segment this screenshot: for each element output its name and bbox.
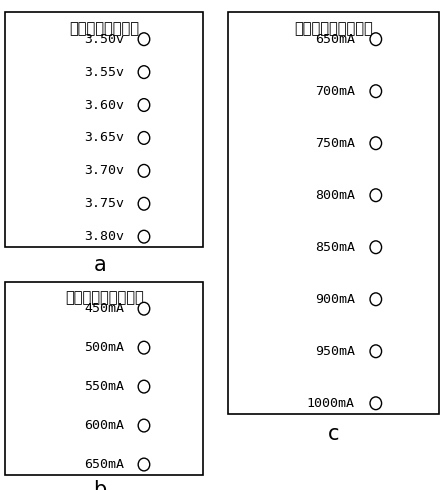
Circle shape: [138, 98, 150, 111]
Text: 700mA: 700mA: [315, 85, 355, 98]
Circle shape: [370, 241, 382, 254]
Circle shape: [138, 66, 150, 78]
Text: 3.80v: 3.80v: [84, 230, 124, 243]
Text: 750mA: 750mA: [315, 137, 355, 150]
Text: 3.60v: 3.60v: [84, 98, 124, 112]
Bar: [5, 282, 203, 475]
Text: 3.55v: 3.55v: [84, 66, 124, 78]
Circle shape: [138, 419, 150, 432]
Text: 1000mA: 1000mA: [307, 397, 355, 410]
Text: 950mA: 950mA: [315, 345, 355, 358]
Circle shape: [370, 85, 382, 98]
Circle shape: [370, 189, 382, 201]
Text: 600mA: 600mA: [84, 419, 124, 432]
Text: 850mA: 850mA: [315, 241, 355, 254]
Circle shape: [138, 341, 150, 354]
Circle shape: [138, 380, 150, 393]
Text: 3.50v: 3.50v: [84, 33, 124, 46]
Circle shape: [138, 165, 150, 177]
Circle shape: [138, 33, 150, 46]
Circle shape: [370, 397, 382, 410]
Text: 预设置保护电压值: 预设置保护电压值: [69, 21, 139, 36]
Text: 预设值大充电电流值: 预设值大充电电流值: [294, 21, 373, 36]
Text: 450mA: 450mA: [84, 302, 124, 315]
Circle shape: [138, 458, 150, 471]
Bar: [5, 12, 203, 247]
Text: c: c: [328, 424, 340, 444]
Text: 3.75v: 3.75v: [84, 197, 124, 210]
Circle shape: [138, 197, 150, 210]
Circle shape: [370, 345, 382, 358]
Text: 500mA: 500mA: [84, 341, 124, 354]
Text: 650mA: 650mA: [84, 458, 124, 471]
Text: a: a: [94, 255, 106, 275]
Text: 3.70v: 3.70v: [84, 164, 124, 177]
Text: 预设值小充电电流值: 预设值小充电电流值: [65, 291, 144, 306]
Circle shape: [370, 137, 382, 149]
Bar: [228, 12, 439, 414]
Circle shape: [138, 230, 150, 243]
Text: 650mA: 650mA: [315, 33, 355, 46]
Circle shape: [370, 293, 382, 306]
Circle shape: [138, 302, 150, 315]
Circle shape: [370, 33, 382, 46]
Text: 550mA: 550mA: [84, 380, 124, 393]
Text: b: b: [93, 480, 107, 490]
Circle shape: [138, 132, 150, 145]
Text: 800mA: 800mA: [315, 189, 355, 202]
Text: 3.65v: 3.65v: [84, 131, 124, 145]
Text: 900mA: 900mA: [315, 293, 355, 306]
